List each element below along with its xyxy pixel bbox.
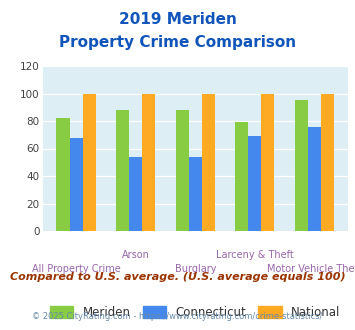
Bar [308,126,321,231]
Bar [142,93,155,231]
Text: All Property Crime: All Property Crime [32,264,120,274]
Text: Motor Vehicle Theft: Motor Vehicle Theft [267,264,355,274]
Bar [176,110,189,231]
Legend: Meriden, Connecticut, National: Meriden, Connecticut, National [50,306,341,319]
Text: Compared to U.S. average. (U.S. average equals 100): Compared to U.S. average. (U.S. average … [10,272,345,282]
Text: 2019 Meriden: 2019 Meriden [119,12,236,26]
Bar [56,118,70,231]
Bar [295,100,308,231]
Bar [189,157,202,231]
Bar [235,122,248,231]
Bar [321,93,334,231]
Bar [202,93,215,231]
Bar [248,136,261,231]
Bar [83,93,96,231]
Text: Arson: Arson [122,250,149,260]
Bar [129,157,142,231]
Text: Burglary: Burglary [175,264,216,274]
Text: Property Crime Comparison: Property Crime Comparison [59,35,296,50]
Bar [70,138,83,231]
Bar [116,110,129,231]
Bar [261,93,274,231]
Text: Larceny & Theft: Larceny & Theft [216,250,294,260]
Text: © 2025 CityRating.com - https://www.cityrating.com/crime-statistics/: © 2025 CityRating.com - https://www.city… [32,312,323,321]
